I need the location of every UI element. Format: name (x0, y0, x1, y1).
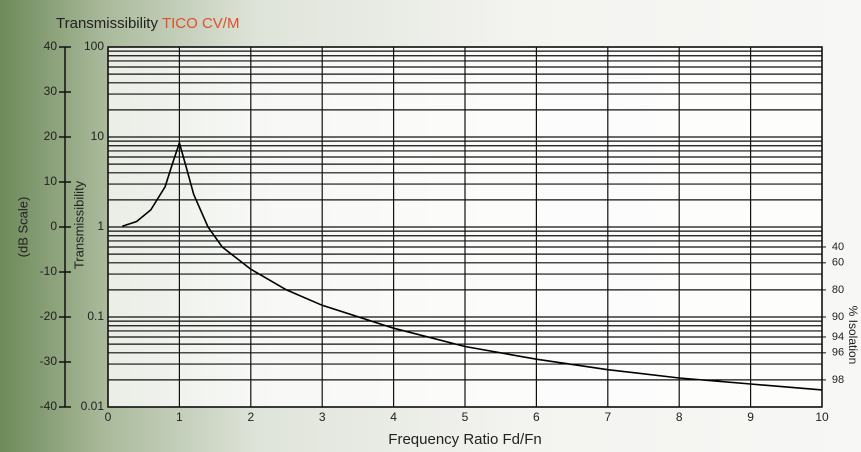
x-axis-label: Frequency Ratio Fd/Fn (388, 431, 541, 448)
y-tick-label: 1 (97, 219, 104, 233)
y-db-tick-label: -10 (40, 264, 58, 278)
x-tick-label: 1 (176, 410, 183, 424)
y2-tick-label: 40 (832, 241, 844, 253)
y-tick-label: 0.1 (87, 309, 104, 323)
y2-axis-label: % Isolation (846, 306, 860, 365)
title-main: Transmissibility (56, 15, 158, 32)
y-db-tick-label: -30 (40, 354, 58, 368)
x-tick-label: 4 (390, 410, 397, 424)
plot-frame (107, 46, 823, 408)
y2-tick-label: 98 (832, 374, 844, 386)
transmissibility-curve (122, 140, 823, 391)
x-tick-label: 7 (604, 410, 611, 424)
x-tick-label: 10 (815, 410, 829, 424)
x-tick-label: 8 (676, 410, 683, 424)
y-db-axis-label: (dB Scale) (15, 197, 30, 258)
y-tick-label: 100 (84, 39, 104, 53)
x-tick-label: 6 (533, 410, 540, 424)
y-axis-label: Transmissibility (71, 180, 86, 269)
x-tick-label: 5 (462, 410, 469, 424)
y-db-tick-label: 40 (44, 39, 58, 53)
y-db-tick-label: 10 (44, 174, 58, 188)
y-db-tick-label: -20 (40, 309, 58, 323)
y2-tick-label: 94 (832, 331, 844, 343)
title-highlight: TICO CV/M (162, 15, 240, 32)
y-db-tick-label: -40 (40, 399, 58, 413)
y-tick-label: 0.01 (81, 399, 105, 413)
x-tick-label: 3 (319, 410, 326, 424)
y2-tick-label: 60 (832, 257, 844, 269)
x-tick-label: 9 (747, 410, 754, 424)
y2-tick-label: 96 (832, 347, 844, 359)
x-tick-label: 0 (105, 410, 112, 424)
y2-tick-label: 90 (832, 311, 844, 323)
y-tick-label: 10 (91, 129, 105, 143)
y2-tick-label: 80 (832, 284, 844, 296)
y-db-tick-label: 0 (50, 219, 57, 233)
y-db-tick-label: 20 (44, 129, 58, 143)
y-db-tick-label: 30 (44, 84, 58, 98)
chart-title: Transmissibility TICO CV/M (56, 15, 239, 32)
x-tick-label: 2 (247, 410, 254, 424)
